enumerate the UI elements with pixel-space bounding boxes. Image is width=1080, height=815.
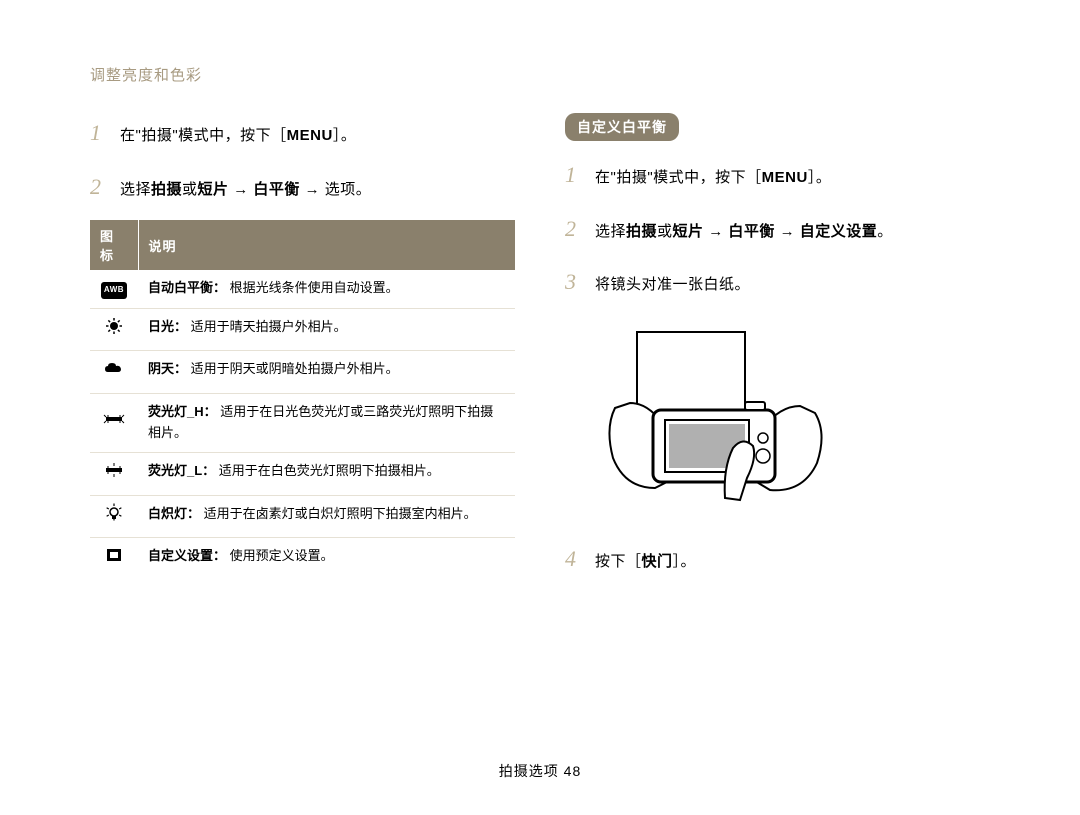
wb-description: 日光： 适用于晴天拍摄户外相片。: [138, 308, 515, 351]
fluoro-l-icon: [90, 452, 138, 495]
white-balance-table: 图标 说明 AWB自动白平衡： 根据光线条件使用自动设置。日光： 适用于晴天拍摄…: [90, 220, 515, 580]
cloud-icon: [90, 351, 138, 394]
table-row: 荧光灯_L： 适用于在白色荧光灯照明下拍摄相片。: [90, 452, 515, 495]
table-row: AWB自动白平衡： 根据光线条件使用自动设置。: [90, 270, 515, 308]
awb-icon: AWB: [90, 270, 138, 308]
table-row: 阴天： 适用于阴天或阴暗处拍摄户外相片。: [90, 351, 515, 394]
step-text: 将镜头对准一张白纸。: [595, 271, 750, 298]
subheading-custom-wb: 自定义白平衡: [565, 113, 679, 141]
step: 4 按下［快门］。: [565, 539, 990, 579]
wb-description: 白炽灯： 适用于在卤素灯或白炽灯照明下拍摄室内相片。: [138, 495, 515, 538]
step-text: 按下［快门］。: [595, 548, 696, 575]
step-number: 3: [565, 262, 583, 302]
step-text: 选择拍摄或短片 → 白平衡 → 选项。: [120, 176, 371, 203]
table-row: 自定义设置： 使用预定义设置。: [90, 538, 515, 580]
step: 3 将镜头对准一张白纸。: [565, 262, 990, 302]
step-text: 在"拍摄"模式中，按下［MENU］。: [595, 164, 831, 191]
step-text: 在"拍摄"模式中，按下［MENU］。: [120, 122, 356, 149]
custom-icon: [90, 538, 138, 580]
step-number: 4: [565, 539, 583, 579]
wb-description: 阴天： 适用于阴天或阴暗处拍摄户外相片。: [138, 351, 515, 394]
sun-icon: [90, 308, 138, 351]
step: 1 在"拍摄"模式中，按下［MENU］。: [90, 113, 515, 153]
th-desc: 说明: [138, 220, 515, 270]
bulb-icon: [90, 495, 138, 538]
table-row: 荧光灯_H： 适用于在日光色荧光灯或三路荧光灯照明下拍摄相片。: [90, 394, 515, 453]
th-icon: 图标: [90, 220, 138, 270]
page-title: 调整亮度和色彩: [90, 64, 990, 85]
step-number: 2: [565, 209, 583, 249]
step: 2 选择拍摄或短片 → 白平衡 → 自定义设置。: [565, 209, 990, 249]
step-number: 2: [90, 167, 108, 207]
wb-description: 自定义设置： 使用预定义设置。: [138, 538, 515, 580]
right-column: 自定义白平衡 1 在"拍摄"模式中，按下［MENU］。 2 选择拍摄或短片 → 白平衡…: [565, 113, 990, 592]
wb-description: 荧光灯_H： 适用于在日光色荧光灯或三路荧光灯照明下拍摄相片。: [138, 394, 515, 453]
table-row: 日光： 适用于晴天拍摄户外相片。: [90, 308, 515, 351]
left-column: 1在"拍摄"模式中，按下［MENU］。2选择拍摄或短片 → 白平衡 → 选项。 …: [90, 113, 515, 592]
page-footer: 拍摄选项 48: [0, 761, 1080, 781]
table-row: 白炽灯： 适用于在卤素灯或白炽灯照明下拍摄室内相片。: [90, 495, 515, 538]
step-text: 选择拍摄或短片 → 白平衡 → 自定义设置。: [595, 218, 893, 245]
wb-description: 自动白平衡： 根据光线条件使用自动设置。: [138, 270, 515, 308]
step: 1 在"拍摄"模式中，按下［MENU］。: [565, 155, 990, 195]
step-number: 1: [90, 113, 108, 153]
wb-description: 荧光灯_L： 适用于在白色荧光灯照明下拍摄相片。: [138, 452, 515, 495]
camera-illustration: [595, 328, 835, 518]
step: 2 选择拍摄或短片 → 白平衡 → 选项。: [90, 167, 515, 207]
fluoro-h-icon: [90, 394, 138, 453]
step-number: 1: [565, 155, 583, 195]
